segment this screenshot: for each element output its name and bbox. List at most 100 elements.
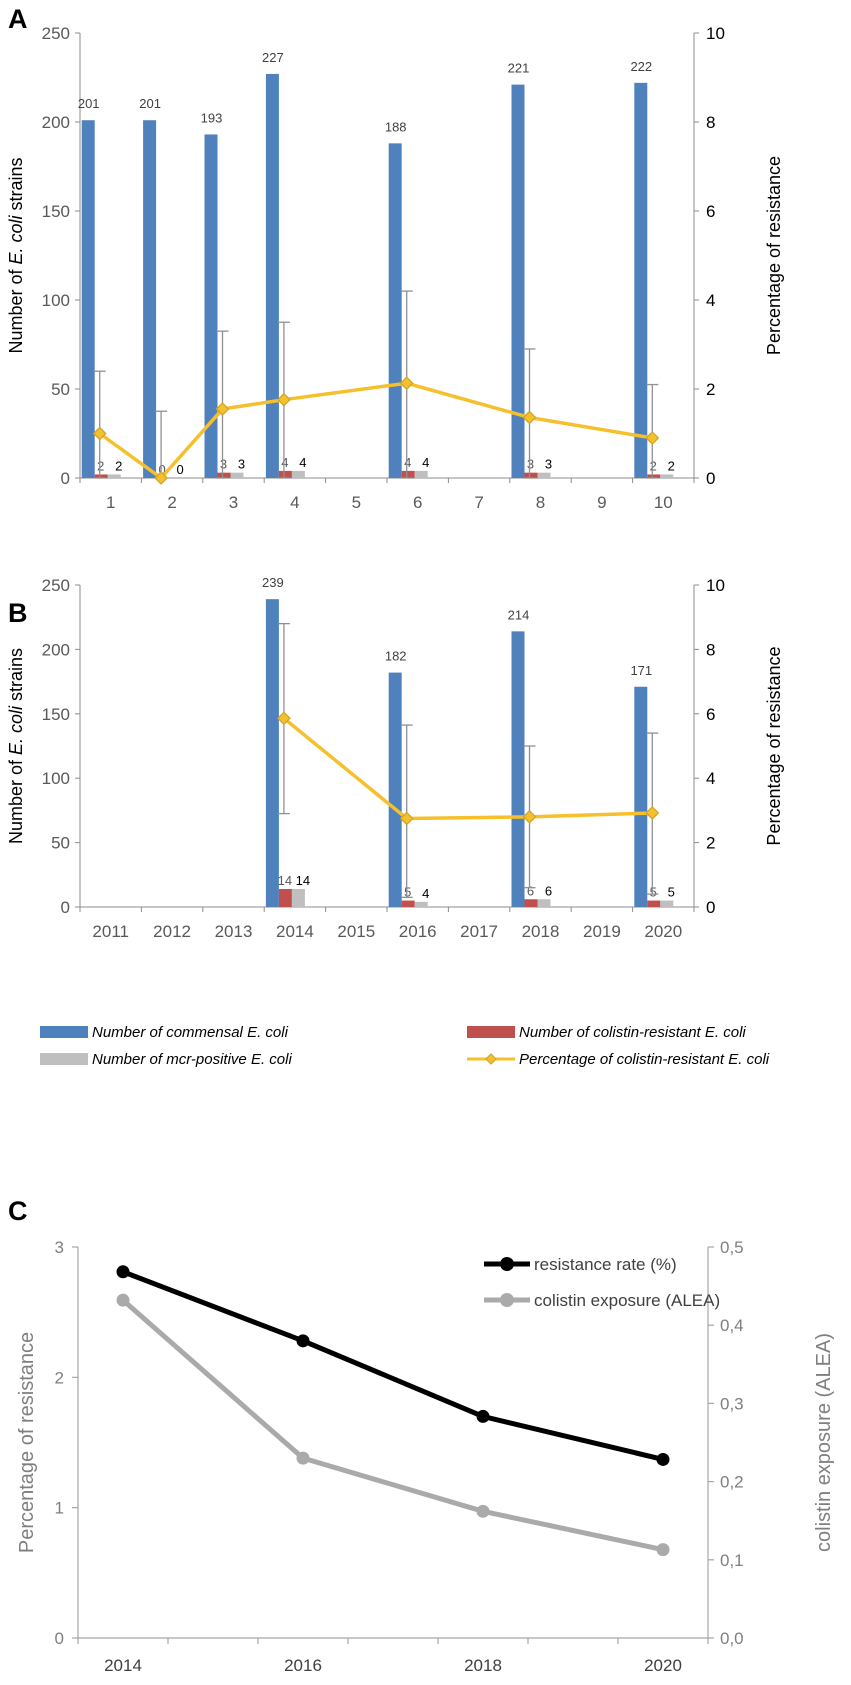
b-y2-tick-label: 2 — [706, 834, 715, 853]
a-bar-colistin-resistant — [217, 472, 231, 478]
legend-label-mcr-positive: Number of mcr-positive E. coli — [92, 1051, 292, 1068]
a-x-tick-label: 2 — [167, 493, 176, 512]
legend-item-commensal: Number of commensal E. coli — [40, 1024, 289, 1041]
c-point-colistin-exposure — [296, 1451, 310, 1465]
b-x-tick-label: 2016 — [399, 922, 437, 941]
b-bar-mcr-positive — [291, 888, 305, 907]
b-label-mcr-positive: 6 — [545, 883, 552, 898]
a-y-axis-title: Number of E. coli strains — [6, 157, 26, 353]
b-y-tick-label: 250 — [42, 576, 70, 595]
legend-label-commensal: Number of commensal E. coli — [92, 1024, 289, 1041]
a-y-axis-title-suffix: strains — [6, 157, 26, 215]
legend-label-colistin-resistant: Number of colistin-resistant E. coli — [519, 1024, 746, 1041]
a-label-mcr-positive: 2 — [668, 458, 675, 473]
panel-label-b: B — [8, 598, 28, 628]
legend-marker-resistance-rate — [500, 1257, 514, 1271]
b-y2-tick-label: 6 — [706, 705, 715, 724]
b-bar-commensal — [634, 686, 648, 907]
a-y2-tick-label: 6 — [706, 202, 715, 221]
legend-label-commensal-species: E. coli — [247, 1024, 289, 1041]
a-label-commensal: 201 — [139, 96, 161, 111]
legend-label-colistin-exposure: colistin exposure (ALEA) — [534, 1291, 720, 1310]
a-bar-mcr-positive — [414, 470, 428, 478]
a-label-mcr-positive: 4 — [299, 455, 306, 470]
b-bar-colistin-resistant — [647, 900, 661, 907]
a-percentage-point — [645, 431, 660, 445]
a-label-mcr-positive: 3 — [238, 457, 245, 472]
b-y2-tick-label: 10 — [706, 576, 725, 595]
legend-marker-colistin-exposure — [500, 1293, 514, 1307]
b-y-axis-title-species: E. coli — [6, 705, 26, 755]
c-y2-tick-label: 0,0 — [720, 1629, 744, 1648]
a-y2-tick-label: 8 — [706, 113, 715, 132]
b-y2-tick-label: 4 — [706, 769, 715, 788]
legend-label-percentage: Percentage of colistin-resistant E. coli — [519, 1051, 770, 1068]
a-x-tick-label: 9 — [597, 493, 606, 512]
b-x-tick-label: 2020 — [644, 922, 682, 941]
a-x-tick-label: 3 — [229, 493, 238, 512]
c-y2-tick-label: 0,1 — [720, 1551, 744, 1570]
panel-c-axes: 0 1 2 3 0,0 0,1 0,2 0,3 0,4 0,5 2014 2016 2018 2020 Pe… — [16, 1238, 835, 1675]
a-y2-tick-label: 2 — [706, 380, 715, 399]
a-bar-mcr-positive — [107, 474, 121, 478]
b-label-mcr-positive: 5 — [668, 885, 675, 900]
a-percentage-point — [154, 471, 169, 485]
a-x-tick-label: 8 — [536, 493, 545, 512]
b-y2-tick-label: 8 — [706, 640, 715, 659]
b-y-axis-title-prefix: Number of — [6, 755, 26, 844]
b-y-axis-title: Number of E. coli strains — [6, 648, 26, 844]
b-y-tick-label: 150 — [42, 705, 70, 724]
a-x-tick-label: 5 — [352, 493, 361, 512]
c-x-tick-label: 2016 — [284, 1656, 322, 1675]
legend-label-colistin-resistant-species: E. coli — [705, 1024, 747, 1041]
a-percentage-point — [399, 376, 414, 391]
c-point-colistin-exposure — [656, 1543, 670, 1557]
c-y2-tick-label: 0,5 — [720, 1238, 744, 1257]
b-bar-commensal — [265, 599, 279, 907]
a-bar-mcr-positive — [660, 474, 674, 478]
b-bar-colistin-resistant — [278, 888, 292, 907]
b-x-tick-label: 2012 — [153, 922, 191, 941]
a-y2-tick-label: 0 — [706, 469, 715, 488]
legend-swatch-mcr-positive — [40, 1053, 88, 1065]
legend-item-colistin-resistant: Number of colistin-resistant E. coli — [467, 1024, 746, 1041]
a-label-commensal: 222 — [630, 59, 652, 74]
b-percentage-point — [645, 806, 660, 820]
a-y-tick-label: 200 — [42, 113, 70, 132]
a-label-commensal: 188 — [385, 119, 407, 134]
b-label-mcr-positive: 14 — [296, 873, 310, 888]
a-bar-commensal — [265, 73, 279, 478]
a-bar-mcr-positive — [291, 470, 305, 478]
panel-label-a: A — [8, 4, 28, 34]
b-x-tick-label: 2015 — [337, 922, 375, 941]
b-x-tick-label: 2011 — [92, 922, 129, 941]
legend-label-commensal-text: Number of commensal — [92, 1024, 247, 1041]
b-x-tick-label: 2013 — [215, 922, 253, 941]
b-percentage-point — [399, 811, 414, 826]
a-label-mcr-positive: 4 — [422, 455, 429, 470]
a-bar-mcr-positive — [537, 472, 551, 478]
a-bar-commensal — [204, 134, 218, 478]
a-label-commensal: 201 — [78, 96, 100, 111]
b-y2-axis-title: Percentage of resistance — [764, 646, 784, 845]
b-label-commensal: 182 — [385, 649, 407, 664]
panel-label-c: C — [8, 1196, 28, 1226]
a-y-axis-title-prefix: Number of — [6, 265, 26, 354]
a-label-commensal: 221 — [508, 61, 530, 76]
a-label-mcr-positive: 2 — [115, 458, 122, 473]
a-bar-colistin-resistant — [647, 474, 661, 478]
b-label-colistin-resistant: 6 — [527, 883, 534, 898]
c-point-colistin-exposure — [476, 1504, 490, 1518]
c-y2-tick-label: 0,3 — [720, 1394, 744, 1413]
b-bar-mcr-positive — [414, 901, 428, 907]
a-label-colistin-resistant: 0 — [158, 462, 165, 477]
legend-marker-percentage — [485, 1053, 497, 1065]
a-label-colistin-resistant: 3 — [220, 457, 227, 472]
a-y-tick-label: 250 — [42, 24, 70, 43]
a-y-axis-title-species: E. coli — [6, 214, 26, 264]
b-x-tick-label: 2018 — [522, 922, 560, 941]
b-label-colistin-resistant: 5 — [650, 885, 657, 900]
a-label-mcr-positive: 0 — [176, 462, 183, 477]
